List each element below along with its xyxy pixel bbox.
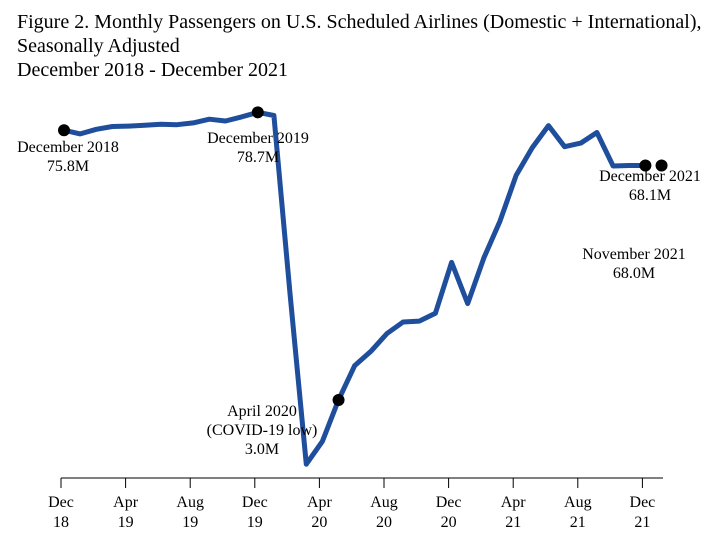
x-tick-label-year: 20 [441, 514, 457, 531]
x-tick-label-month: Dec [630, 494, 656, 511]
x-tick-label-year: 20 [376, 514, 392, 531]
annotation-label: 75.8M [47, 158, 89, 175]
annotation-label: November 2021 [582, 246, 686, 263]
annotation-label: 68.1M [629, 187, 671, 204]
x-tick-label-month: Dec [242, 494, 268, 511]
annotation-marker [251, 106, 264, 119]
x-tick-label-month: Aug [176, 494, 204, 511]
x-tick-label-month: Apr [501, 494, 527, 511]
annotation-label: (COVID-19 low) [207, 422, 318, 439]
chart-title-line-2: Seasonally Adjusted [17, 35, 180, 57]
annotation-label: 3.0M [245, 441, 279, 458]
x-tick-label-year: 20 [311, 514, 327, 531]
x-tick-label-month: Apr [113, 494, 139, 511]
x-axis-ticks: Dec 18 Apr 19 Aug 19 Dec 19 Apr 20 Aug 20 Dec 20 Apr 21… [48, 478, 655, 531]
x-tick-label-year: 19 [247, 514, 263, 531]
x-tick-label-month: Dec [48, 494, 74, 511]
annotation-marker [655, 159, 668, 172]
annotation-label: December 2018 [17, 139, 119, 156]
annotation-labels: December 2018 75.8M December 2019 78.7M Apri… [17, 130, 701, 458]
x-tick-label-month: Apr [307, 494, 333, 511]
chart-title: Figure 2. Monthly Passengers on U.S. Sch… [17, 10, 702, 82]
annotation-marker [58, 124, 70, 137]
annotation-marker [639, 159, 652, 172]
series-line [61, 109, 648, 467]
x-tick-label-month: Aug [564, 494, 592, 511]
x-tick-label-year: 21 [505, 514, 521, 531]
x-tick-label-year: 18 [53, 514, 69, 531]
x-tick-label-year: 19 [182, 514, 198, 531]
annotation-label: April 2020 [227, 403, 297, 420]
annotation-label: December 2019 [207, 130, 309, 147]
annotation-label: 68.0M [613, 265, 655, 282]
annotation-marker [332, 394, 345, 406]
annotation-label: December 2021 [599, 168, 701, 185]
x-tick-label-month: Aug [370, 494, 398, 511]
x-tick-label-year: 21 [570, 514, 586, 531]
annotation-markers [58, 106, 668, 406]
chart-subtitle: December 2018 - December 2021 [17, 59, 288, 81]
chart-title-line-1: Figure 2. Monthly Passengers on U.S. Sch… [17, 11, 702, 33]
x-tick-label-year: 19 [118, 514, 134, 531]
x-tick-label-month: Dec [436, 494, 462, 511]
x-tick-label-year: 21 [634, 514, 650, 531]
annotation-label: 78.7M [237, 149, 279, 166]
